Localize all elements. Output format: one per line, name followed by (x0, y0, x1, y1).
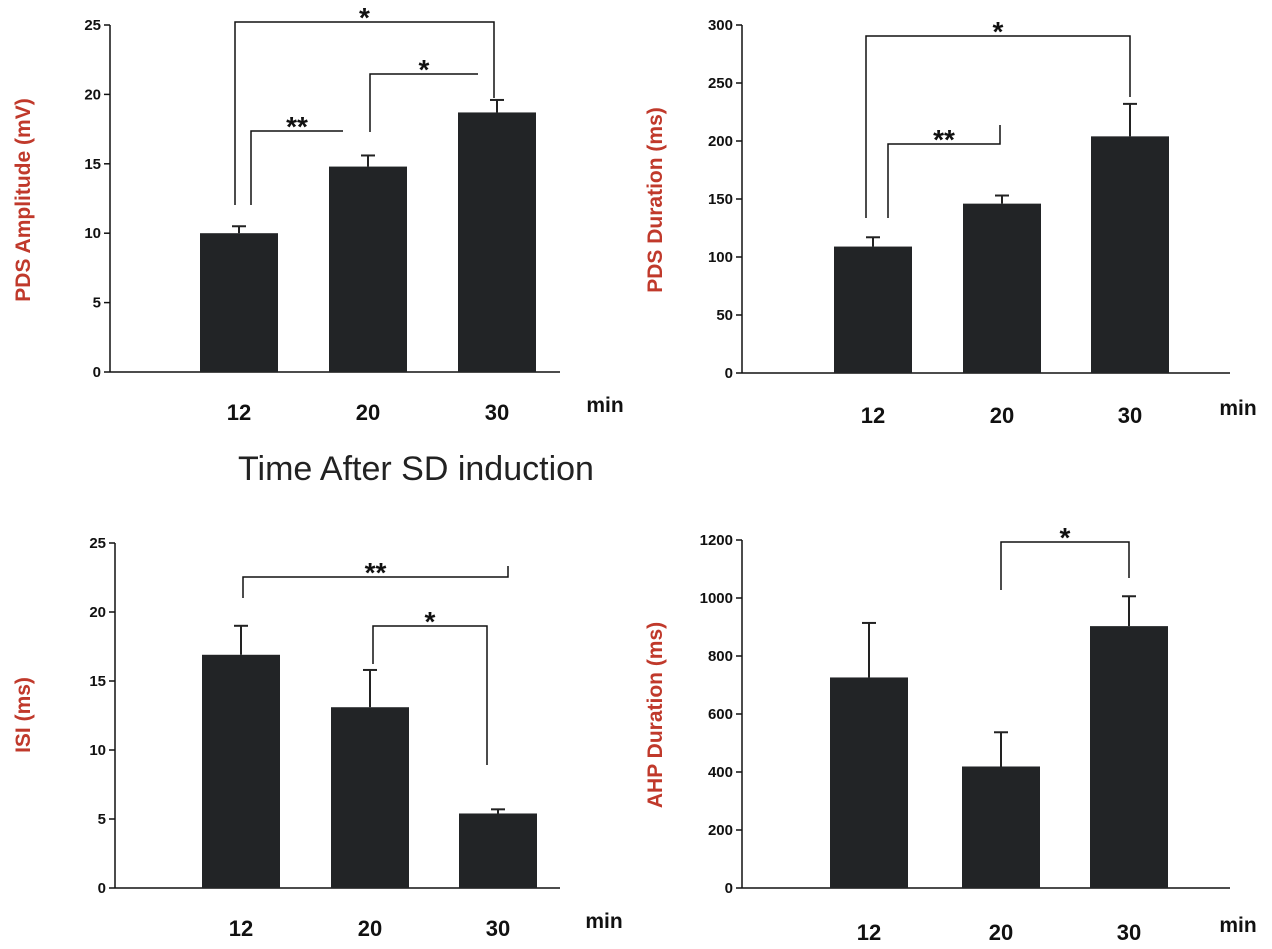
significance-bracket (250, 130, 343, 205)
y-tick-label: 25 (84, 17, 101, 34)
significance-bracket (865, 35, 1131, 218)
y-tick-label: 0 (98, 880, 106, 897)
significance-label: * (425, 606, 436, 637)
x-unit-label: min (586, 394, 623, 417)
significance-label: * (993, 16, 1004, 47)
bar (963, 203, 1041, 373)
bar (329, 166, 407, 372)
y-tick-label: 10 (89, 742, 106, 759)
y-tick-label: 400 (708, 764, 733, 781)
chart-pds-duration: 0 50 100 150 200 250 300 PDS Duration (ms) 12 20 3… (644, 16, 1257, 428)
y-axis-title: AHP Duration (ms) (644, 622, 667, 808)
significance-label: ** (365, 557, 387, 588)
y-tick-label: 0 (93, 364, 101, 381)
bar (200, 233, 278, 372)
x-category-label: 30 (485, 400, 509, 425)
y-tick-label: 250 (708, 75, 733, 92)
bar (202, 654, 280, 888)
significance-label: ** (933, 124, 955, 155)
significance-bracket (234, 21, 495, 205)
y-axis-title: ISI (ms) (12, 677, 35, 753)
y-tick-label: 0 (725, 365, 733, 382)
shared-x-caption: Time After SD induction (238, 450, 594, 488)
y-tick-label: 200 (708, 822, 733, 839)
y-tick-label: 50 (716, 307, 733, 324)
significance-bracket (887, 125, 1001, 218)
y-tick-label: 5 (93, 295, 101, 312)
y-tick-label: 600 (708, 706, 733, 723)
y-tick-label: 300 (708, 17, 733, 34)
y-tick-label: 150 (708, 191, 733, 208)
bar (830, 677, 908, 888)
bar (458, 112, 536, 372)
significance-bracket (369, 73, 478, 132)
x-category-label: 20 (990, 403, 1014, 428)
y-tick-label: 0 (725, 880, 733, 897)
bar (962, 766, 1040, 888)
x-category-label: 30 (486, 916, 510, 941)
x-category-label: 30 (1117, 920, 1141, 945)
x-category-label: 12 (229, 916, 253, 941)
y-tick-label: 15 (89, 673, 106, 690)
y-tick-label: 1000 (700, 590, 733, 607)
significance-label: * (1060, 522, 1071, 553)
significance-label: * (419, 54, 430, 85)
y-tick-label: 15 (84, 156, 101, 173)
x-unit-label: min (585, 910, 622, 933)
significance-bracket (372, 625, 488, 765)
bar (459, 813, 537, 888)
x-category-label: 12 (227, 400, 251, 425)
y-tick-label: 20 (89, 604, 106, 621)
x-category-label: 12 (861, 403, 885, 428)
significance-label: * (359, 2, 370, 33)
y-tick-label: 10 (84, 225, 101, 242)
y-tick-label: 5 (98, 811, 106, 828)
y-tick-label: 100 (708, 249, 733, 266)
significance-bracket (242, 566, 509, 598)
significance-label: ** (286, 111, 308, 142)
x-category-label: 20 (989, 920, 1013, 945)
x-category-label: 12 (857, 920, 881, 945)
y-tick-label: 200 (708, 133, 733, 150)
x-category-label: 20 (356, 400, 380, 425)
y-tick-label: 20 (84, 86, 101, 103)
bar (1091, 136, 1169, 373)
bar (1090, 626, 1168, 888)
chart-ahp-duration: 0 200 400 600 800 1000 1200 AHP Duration (ms) 12… (644, 522, 1257, 945)
significance-bracket (1000, 541, 1130, 590)
y-tick-label: 25 (89, 535, 106, 552)
bar (834, 246, 912, 373)
x-unit-label: min (1219, 914, 1256, 937)
y-tick-label: 800 (708, 648, 733, 665)
x-category-label: 30 (1118, 403, 1142, 428)
y-axis-title: PDS Amplitude (mV) (12, 98, 35, 301)
bar (331, 707, 409, 888)
y-tick-label: 1200 (700, 532, 733, 549)
x-unit-label: min (1219, 397, 1256, 420)
y-axis-title: PDS Duration (ms) (644, 107, 667, 293)
x-category-label: 20 (358, 916, 382, 941)
